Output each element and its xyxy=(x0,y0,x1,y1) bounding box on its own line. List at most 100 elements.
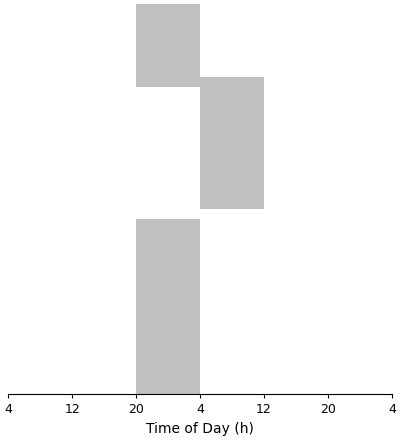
Point xyxy=(369,77,376,84)
Point xyxy=(365,125,371,132)
Point xyxy=(175,21,181,28)
Point xyxy=(364,124,370,131)
Point xyxy=(166,94,172,101)
Point xyxy=(231,307,237,314)
Point xyxy=(197,51,204,58)
Point xyxy=(152,269,158,276)
Point xyxy=(166,51,172,59)
Point xyxy=(162,24,168,31)
Point xyxy=(169,378,176,385)
Point xyxy=(308,79,315,86)
Point xyxy=(220,333,226,340)
Point xyxy=(162,367,168,374)
Point xyxy=(179,229,185,236)
Point xyxy=(146,49,152,56)
Point xyxy=(158,287,165,294)
Point xyxy=(201,155,208,162)
Point xyxy=(55,240,62,247)
Point xyxy=(135,44,142,51)
Point xyxy=(123,87,130,94)
Point xyxy=(48,178,55,185)
Point xyxy=(149,339,156,346)
Point xyxy=(309,332,316,339)
Point xyxy=(10,374,16,381)
Point xyxy=(142,52,148,59)
Point xyxy=(160,226,166,233)
Point xyxy=(43,278,50,285)
Point xyxy=(146,1,153,8)
Point xyxy=(146,137,152,144)
Point xyxy=(7,189,13,196)
Point xyxy=(201,114,208,121)
Point xyxy=(183,325,189,332)
Point xyxy=(116,77,123,84)
Point xyxy=(182,155,188,162)
Point xyxy=(182,150,188,158)
Point xyxy=(158,59,165,66)
Point xyxy=(140,11,147,18)
Point xyxy=(191,315,197,322)
Point xyxy=(160,183,167,190)
Point xyxy=(157,269,163,276)
Point xyxy=(164,237,171,244)
Point xyxy=(242,373,249,380)
Point xyxy=(167,8,173,15)
Point xyxy=(178,124,185,131)
Point xyxy=(339,337,345,344)
Point xyxy=(174,112,181,119)
Point xyxy=(144,20,150,27)
Point xyxy=(192,384,199,391)
Point xyxy=(140,268,146,275)
Point xyxy=(190,256,196,263)
Point xyxy=(320,361,327,368)
Point xyxy=(171,301,177,308)
Point xyxy=(132,209,138,216)
Point xyxy=(127,273,133,280)
Point xyxy=(135,31,141,38)
Point xyxy=(5,100,12,107)
Point xyxy=(123,280,129,287)
Point xyxy=(186,8,193,15)
Point xyxy=(355,339,362,346)
Point xyxy=(182,160,188,167)
Point xyxy=(140,285,147,292)
Point xyxy=(184,348,190,355)
Point xyxy=(192,348,198,355)
Point xyxy=(67,44,74,51)
Point xyxy=(224,150,230,158)
Point xyxy=(220,345,227,352)
Point xyxy=(220,371,226,378)
Point xyxy=(155,55,161,62)
Point xyxy=(25,148,31,155)
Point xyxy=(193,330,200,337)
Point xyxy=(130,89,136,96)
Point xyxy=(174,156,181,163)
Point xyxy=(28,308,35,315)
Point xyxy=(154,7,160,14)
Point xyxy=(194,183,200,191)
Point xyxy=(316,333,322,340)
Point xyxy=(344,364,350,371)
Point xyxy=(188,343,195,350)
Point xyxy=(28,133,35,140)
Point xyxy=(128,214,134,221)
Point xyxy=(373,141,379,148)
Point xyxy=(134,263,140,270)
Point xyxy=(120,85,126,92)
Point xyxy=(150,80,157,87)
Point xyxy=(162,85,168,92)
Point xyxy=(154,95,160,102)
Point xyxy=(370,77,376,84)
Point xyxy=(20,303,26,310)
Point xyxy=(46,343,53,350)
Point xyxy=(355,82,361,89)
Point xyxy=(186,81,192,88)
Point xyxy=(323,335,329,342)
Point xyxy=(192,99,198,106)
Point xyxy=(208,103,214,110)
Point xyxy=(174,21,180,28)
Point xyxy=(388,268,394,275)
Point xyxy=(139,55,145,62)
Point xyxy=(169,284,176,291)
Point xyxy=(352,348,358,356)
